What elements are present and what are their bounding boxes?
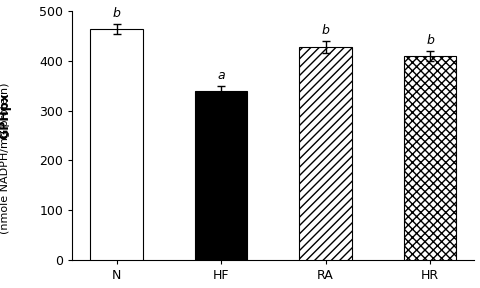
Bar — [195, 90, 247, 260]
Text: (nmole NADPH/mg protein): (nmole NADPH/mg protein) — [0, 83, 10, 234]
Text: b: b — [426, 33, 434, 47]
Text: GPHpx: GPHpx — [0, 92, 12, 139]
Text: a: a — [217, 69, 225, 82]
Bar — [404, 56, 456, 260]
Bar — [90, 29, 143, 260]
Y-axis label: GPHpx
(nmole NADPH/mg protein): GPHpx (nmole NADPH/mg protein) — [0, 287, 1, 288]
Bar — [300, 47, 352, 260]
Text: b: b — [322, 24, 329, 37]
Text: b: b — [113, 7, 120, 20]
